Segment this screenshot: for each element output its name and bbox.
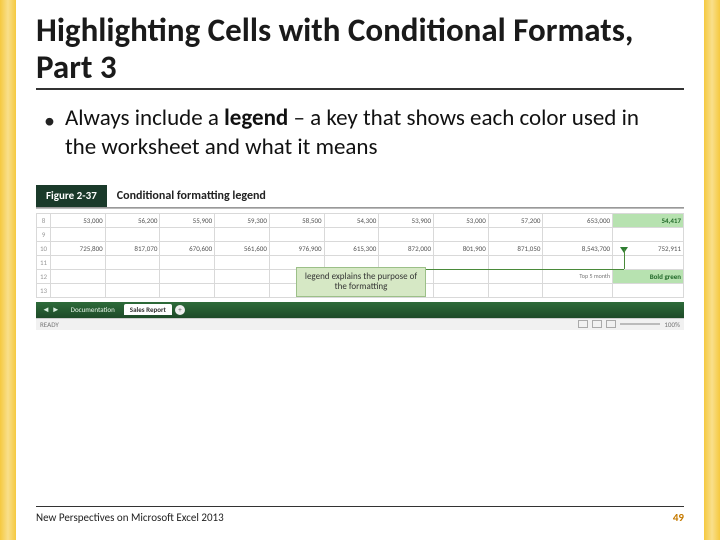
zoom-level: 100% [664, 320, 680, 329]
row-header: 9 [37, 227, 51, 241]
row-header: 10 [37, 241, 51, 255]
cell: 53,000 [51, 213, 106, 227]
view-layout-icon[interactable] [592, 320, 602, 328]
status-right: 100% [578, 320, 680, 329]
cell: 725,800 [51, 241, 106, 255]
figure-callout: legend explains the purpose of the forma… [296, 267, 426, 298]
row-header: 13 [37, 283, 51, 297]
slide-title: Highlighting Cells with Conditional Form… [36, 12, 684, 90]
cell: 872,000 [379, 241, 434, 255]
cell: 59,300 [215, 213, 270, 227]
cell: 58,500 [269, 213, 324, 227]
cell: 53,000 [434, 213, 489, 227]
cell: 976,900 [269, 241, 324, 255]
legend-sample: Bold green [613, 269, 684, 283]
row-header: 12 [37, 269, 51, 283]
cell: 670,600 [160, 241, 215, 255]
slide-content: Highlighting Cells with Conditional Form… [16, 0, 704, 540]
slide-footer: New Perspectives on Microsoft Excel 2013… [36, 506, 684, 524]
status-ready: READY [40, 320, 59, 329]
callout-connector [624, 249, 625, 269]
cell: 653,000 [543, 213, 613, 227]
legend-label: Top 5 month [543, 269, 613, 283]
status-bar: READY 100% [36, 318, 684, 330]
figure: Figure 2-37 Conditional formatting legen… [36, 185, 684, 330]
bullet-bold: legend [224, 104, 288, 132]
view-pagebreak-icon[interactable] [606, 320, 616, 328]
cell: 561,600 [215, 241, 270, 255]
sheet-tab-sales-report[interactable]: Sales Report [124, 304, 172, 315]
row-header: 8 [37, 213, 51, 227]
cell: 8,543,700 [543, 241, 613, 255]
bullet-pre: Always include a [65, 104, 224, 132]
sheet-tabs-strip: ◄ ► Documentation Sales Report + [36, 302, 684, 318]
figure-caption: Conditional formatting legend [107, 185, 684, 207]
worksheet-area: 8 53,000 56,200 55,900 59,300 58,500 54,… [36, 208, 684, 330]
bullet-text: Always include a legend – a key that sho… [65, 104, 672, 163]
zoom-slider[interactable] [620, 323, 660, 325]
table-row: 8 53,000 56,200 55,900 59,300 58,500 54,… [37, 213, 684, 227]
cell: 57,200 [488, 213, 543, 227]
gold-edge-right [704, 0, 720, 540]
cell: 55,900 [160, 213, 215, 227]
figure-header: Figure 2-37 Conditional formatting legen… [36, 185, 684, 208]
bullet-marker: • [44, 108, 55, 134]
cell: 56,200 [105, 213, 160, 227]
callout-connector [426, 269, 624, 270]
bullet-item: • Always include a legend – a key that s… [36, 104, 684, 163]
figure-number: Figure 2-37 [36, 185, 107, 207]
tab-nav-icon[interactable]: ◄ ► [40, 305, 62, 315]
cell: 54,300 [324, 213, 379, 227]
cell-highlighted: 54,417 [613, 213, 684, 227]
cell: 817,070 [105, 241, 160, 255]
cell: 871,050 [488, 241, 543, 255]
cell: 53,900 [379, 213, 434, 227]
view-normal-icon[interactable] [578, 320, 588, 328]
cell: 615,300 [324, 241, 379, 255]
gold-edge-left [0, 0, 16, 540]
table-row: 9 [37, 227, 684, 241]
table-row: 10 725,800 817,070 670,600 561,600 976,9… [37, 241, 684, 255]
slide-number: 49 [673, 511, 684, 524]
footer-text: New Perspectives on Microsoft Excel 2013 [36, 511, 224, 524]
new-sheet-button[interactable]: + [175, 305, 185, 315]
sheet-tab-documentation[interactable]: Documentation [65, 304, 121, 315]
cell: 801,900 [434, 241, 489, 255]
row-header: 11 [37, 255, 51, 269]
